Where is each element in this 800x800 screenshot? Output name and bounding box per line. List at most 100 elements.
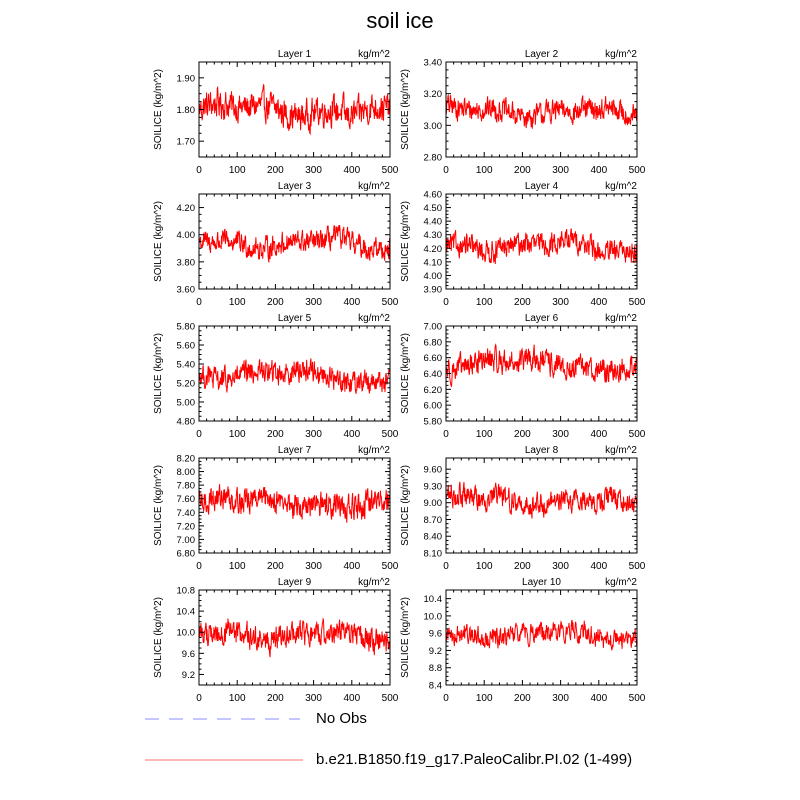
y-tick-label: 4.20 (177, 203, 196, 214)
x-tick-label: 100 (229, 693, 246, 704)
series-line-layer-4 (445, 228, 638, 265)
x-tick-label: 200 (267, 429, 284, 440)
panel-title: Layer 5 (278, 313, 312, 324)
x-tick-label: 200 (267, 165, 284, 176)
x-tick-label: 100 (476, 429, 493, 440)
y-axis-label: SOILICE (kg/m^2) (153, 333, 164, 414)
x-tick-label: 500 (382, 693, 399, 704)
y-tick-label: 9.6 (182, 649, 195, 660)
y-tick-label: 6.80 (177, 549, 196, 560)
y-tick-label: 7.20 (177, 521, 196, 532)
series-line-layer-8 (445, 481, 638, 519)
panel-title: Layer 7 (278, 445, 312, 456)
x-tick-label: 300 (305, 429, 322, 440)
x-tick-label: 200 (514, 429, 531, 440)
x-tick-label: 300 (305, 561, 322, 572)
y-tick-label: 6.60 (424, 353, 443, 364)
x-tick-label: 0 (196, 297, 202, 308)
x-tick-label: 400 (590, 165, 607, 176)
series-line-layer-5 (198, 358, 391, 394)
y-tick-label: 4.60 (424, 190, 443, 201)
y-tick-label: 7.40 (177, 508, 196, 519)
y-tick-label: 8.8 (429, 663, 442, 674)
series-line-layer-1 (198, 83, 391, 136)
panel-title: Layer 9 (278, 577, 312, 588)
panel-title: Layer 10 (522, 577, 561, 588)
x-tick-label: 500 (382, 165, 399, 176)
x-tick-label: 200 (514, 693, 531, 704)
x-tick-label: 100 (476, 165, 493, 176)
panel-4: 0 100 200 300 400 500 3.90 4.00 4.10 4.20 4.30 4.40… (400, 181, 646, 308)
x-tick-label: 300 (552, 561, 569, 572)
y-tick-label: 6.00 (424, 401, 443, 412)
x-tick-label: 500 (629, 561, 646, 572)
y-tick-label: 5.60 (177, 341, 196, 352)
y-tick-label: 6.80 (424, 337, 443, 348)
x-tick-label: 100 (229, 561, 246, 572)
y-tick-label: 4.50 (424, 203, 443, 214)
x-tick-label: 0 (196, 429, 202, 440)
y-tick-label: 8.10 (424, 549, 443, 560)
x-tick-label: 400 (590, 429, 607, 440)
x-tick-label: 200 (514, 561, 531, 572)
x-tick-label: 0 (443, 561, 449, 572)
y-tick-label: 1.90 (177, 73, 196, 84)
panel-title: Layer 3 (278, 181, 312, 192)
panel-units: kg/m^2 (358, 313, 390, 324)
x-tick-label: 200 (267, 297, 284, 308)
panel-units: kg/m^2 (605, 313, 637, 324)
panel-2: 0 100 200 300 400 500 2.80 3.00 3.20 3.40 Layer 2 k… (400, 49, 646, 176)
panel-units: kg/m^2 (605, 49, 637, 60)
x-tick-label: 400 (590, 693, 607, 704)
panel-title: Layer 6 (525, 313, 559, 324)
y-tick-label: 10.0 (177, 628, 196, 639)
y-axis-label: SOILICE (kg/m^2) (153, 465, 164, 546)
x-tick-label: 500 (629, 297, 646, 308)
y-tick-label: 3.20 (424, 89, 443, 100)
y-tick-label: 7.60 (177, 494, 196, 505)
y-tick-label: 9.30 (424, 481, 443, 492)
y-tick-label: 9.60 (424, 465, 443, 476)
plot-frame (445, 457, 638, 554)
x-tick-label: 300 (552, 165, 569, 176)
panel-units: kg/m^2 (605, 181, 637, 192)
x-tick-label: 400 (343, 165, 360, 176)
series-line-layer-3 (198, 224, 391, 263)
x-tick-label: 300 (305, 165, 322, 176)
panel-units: kg/m^2 (605, 577, 637, 588)
y-axis-label: SOILICE (kg/m^2) (400, 201, 411, 282)
legend-series-label: b.e21.B1850.f19_g17.PaleoCalibr.PI.02 (1… (316, 751, 633, 768)
legend-obs-label: No Obs (316, 710, 367, 727)
y-tick-label: 6.20 (424, 385, 443, 396)
panel-7: 0 100 200 300 400 500 6.80 7.00 7.20 7.40 7.60 7.80… (153, 445, 399, 572)
y-tick-label: 8.40 (424, 532, 443, 543)
x-tick-label: 100 (229, 165, 246, 176)
panel-1: 0 100 200 300 400 500 1.70 1.80 1.90 Layer 1 kg/m^… (153, 49, 399, 176)
y-tick-label: 5.20 (177, 379, 196, 390)
panel-units: kg/m^2 (358, 445, 390, 456)
x-tick-label: 100 (476, 693, 493, 704)
y-tick-label: 3.00 (424, 121, 443, 132)
y-tick-label: 7.80 (177, 481, 196, 492)
x-tick-label: 0 (443, 165, 449, 176)
panel-units: kg/m^2 (358, 181, 390, 192)
y-tick-label: 9.00 (424, 498, 443, 509)
y-axis-label: SOILICE (kg/m^2) (400, 597, 411, 678)
panel-6: 0 100 200 300 400 500 5.80 6.00 6.20 6.40 6.60 6.80… (400, 313, 646, 440)
x-tick-label: 100 (476, 297, 493, 308)
x-tick-label: 0 (443, 429, 449, 440)
y-tick-label: 5.80 (177, 322, 196, 333)
x-tick-label: 0 (196, 165, 202, 176)
panel-5: 0 100 200 300 400 500 4.80 5.00 5.20 5.40 5.60 5.80… (153, 313, 399, 440)
x-tick-label: 500 (629, 429, 646, 440)
x-tick-label: 200 (514, 297, 531, 308)
x-tick-label: 0 (443, 693, 449, 704)
y-tick-label: 9.2 (182, 670, 195, 681)
x-tick-label: 200 (267, 561, 284, 572)
panel-title: Layer 1 (278, 49, 312, 60)
series-line-layer-6 (445, 343, 638, 388)
y-tick-label: 9.6 (429, 629, 442, 640)
panel-units: kg/m^2 (358, 577, 390, 588)
